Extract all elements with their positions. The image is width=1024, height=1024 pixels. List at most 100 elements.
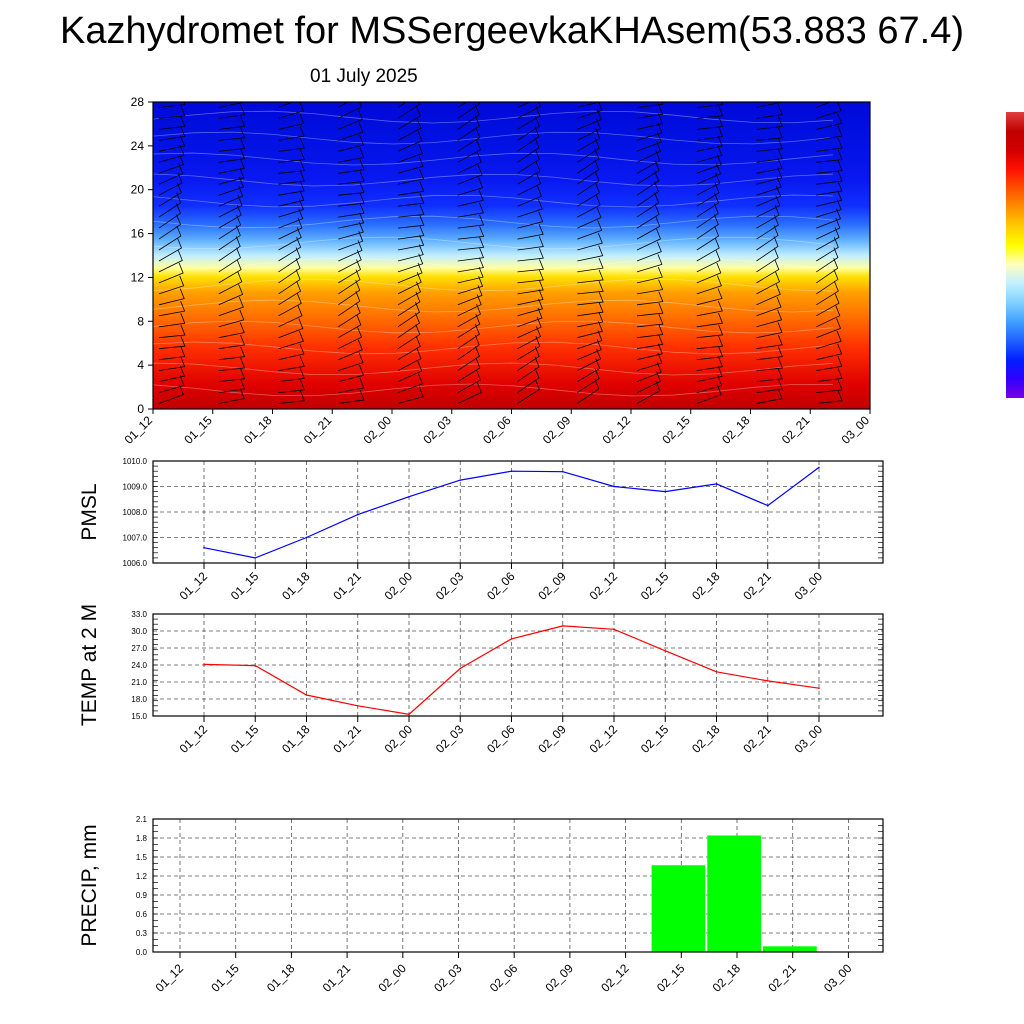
wind-barb xyxy=(756,176,782,196)
wind-barb xyxy=(278,208,304,229)
wind-barb xyxy=(457,313,481,339)
contour-line xyxy=(153,110,834,124)
pmsl-panel: 1006.0 1007.0 1008.0 1009.0 1010.0 01_12 01_15… xyxy=(78,457,884,603)
wind-barb xyxy=(756,138,783,152)
y-tick-label: 24.0 xyxy=(131,661,147,670)
wind-barb xyxy=(517,307,543,328)
wind-barb xyxy=(816,343,843,361)
y-tick-label: 24 xyxy=(131,139,145,153)
wind-barb xyxy=(756,284,781,306)
y-tick-label: 2.1 xyxy=(136,815,148,824)
wind-barb xyxy=(577,220,603,240)
x-tick-label: 02_09 xyxy=(543,961,577,995)
wind-barb xyxy=(816,247,839,273)
wind-barb xyxy=(577,321,603,339)
wind-barb xyxy=(517,379,540,404)
wind-barb xyxy=(696,262,722,284)
wind-barb xyxy=(218,346,246,361)
colorbar xyxy=(1006,112,1024,398)
wind-barb xyxy=(577,148,600,174)
wind-barb xyxy=(397,253,424,273)
wind-barb xyxy=(816,160,843,174)
wind-barb xyxy=(636,150,661,174)
wind-barb xyxy=(696,214,719,240)
data-point xyxy=(356,705,359,707)
wind-barb xyxy=(816,227,840,251)
wind-barb xyxy=(816,258,839,284)
wind-barb xyxy=(876,390,902,404)
contour-line xyxy=(153,131,834,145)
wind-barb xyxy=(338,291,361,317)
wind-barb xyxy=(397,360,423,382)
data-point xyxy=(254,557,257,559)
wind-barb xyxy=(577,118,602,141)
wind-barb xyxy=(517,102,531,108)
wind-barb xyxy=(338,171,365,185)
x-tick-label: 02_21 xyxy=(765,961,799,995)
wind-barb xyxy=(696,275,722,295)
wind-barb xyxy=(457,104,480,130)
wind-barb xyxy=(278,125,305,141)
wind-barb xyxy=(158,335,186,350)
wind-barb xyxy=(577,170,600,196)
wind-barb xyxy=(636,254,663,273)
wind-barb xyxy=(577,348,602,371)
wind-barb xyxy=(218,116,246,130)
wind-barb xyxy=(577,311,604,328)
data-point xyxy=(254,664,257,667)
wind-barb xyxy=(577,269,604,284)
wind-barb xyxy=(577,109,602,130)
wind-barb xyxy=(457,303,482,328)
wind-barb xyxy=(278,160,305,174)
wind-barb xyxy=(338,326,363,350)
wind-barb xyxy=(696,366,723,382)
contour-line xyxy=(153,299,834,313)
x-tick-label: 02_15 xyxy=(638,722,672,756)
wind-barb xyxy=(218,284,244,306)
wind-barb xyxy=(158,250,183,273)
x-tick-label: 01_12 xyxy=(177,722,211,756)
wind-barb xyxy=(816,113,843,130)
wind-barb xyxy=(636,131,662,152)
wind-barb xyxy=(397,156,424,174)
wind-barb xyxy=(517,115,540,141)
wind-barb xyxy=(816,305,841,328)
wind-barb xyxy=(816,269,839,295)
wind-barb xyxy=(338,221,364,240)
wind-barb xyxy=(636,362,662,382)
contour-line xyxy=(153,173,834,187)
wind-barb xyxy=(218,378,246,393)
wind-barb xyxy=(876,327,899,349)
wind-barb xyxy=(577,102,603,119)
wind-barb xyxy=(876,160,902,174)
y-tick-label: 0.3 xyxy=(136,929,148,938)
wind-barb xyxy=(218,214,242,240)
wind-barb xyxy=(158,324,186,339)
wind-barb xyxy=(457,276,484,295)
wind-barb xyxy=(218,334,246,350)
wind-barb xyxy=(218,104,246,119)
wind-barb xyxy=(636,371,662,393)
x-tick-label: 02_09 xyxy=(535,569,569,603)
x-tick-label: 02_12 xyxy=(587,722,621,756)
wind-barb xyxy=(696,237,720,262)
wind-barb xyxy=(397,336,421,361)
wind-barb xyxy=(636,380,661,404)
wind-barb xyxy=(577,207,602,229)
wind-barb xyxy=(756,236,779,262)
colorbar-gradient xyxy=(1006,112,1024,398)
wind-barb xyxy=(517,186,543,207)
wind-barb xyxy=(636,160,660,185)
wind-barb xyxy=(457,257,484,273)
wind-barb xyxy=(636,279,664,295)
wind-barb xyxy=(876,193,902,206)
wind-barb xyxy=(397,105,421,130)
wind-barb xyxy=(397,324,421,350)
wind-barb xyxy=(278,379,305,393)
data-point xyxy=(766,680,769,682)
wind-barb xyxy=(338,193,365,207)
wind-barb xyxy=(158,313,186,328)
wind-barb xyxy=(756,116,783,130)
x-tick-label: 02_18 xyxy=(689,569,723,603)
wind-barb xyxy=(278,237,302,262)
